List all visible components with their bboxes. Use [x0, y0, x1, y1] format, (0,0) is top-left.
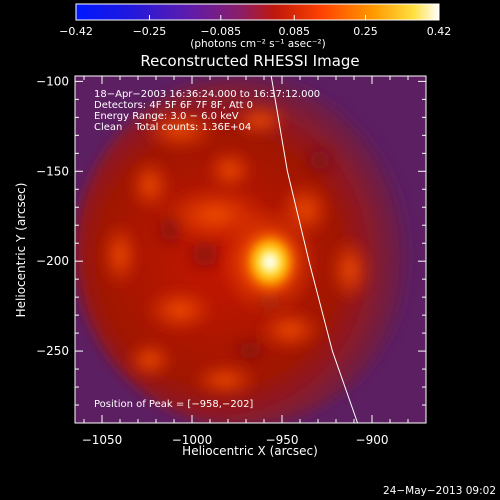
colorbar-ticks: −0.42 −0.25 −0.085 0.085 0.25 0.42 — [59, 15, 451, 38]
annotation-time-range: 18−Apr−2003 16:36:24.000 to 16:37:12.000 — [94, 89, 320, 100]
annotation-energy-range: Energy Range: 3.0 − 6.0 keV — [94, 111, 239, 122]
observation-annotations: 18−Apr−2003 16:36:24.000 to 16:37:12.000… — [94, 89, 320, 410]
y-tick-label: −150 — [36, 164, 69, 178]
annotation-detectors: Detectors: 4F 5F 6F 7F 8F, Att 0 — [94, 100, 253, 111]
timestamp: 24−May−2013 09:02 — [383, 485, 496, 497]
heatmap-image — [75, 76, 411, 423]
x-axis-label: Heliocentric X (arcsec) — [182, 444, 318, 458]
x-axis-ticks: −1050 −1000 −950 −900 — [82, 76, 427, 447]
y-tick-label: −200 — [36, 254, 69, 268]
x-tick-label: −900 — [356, 433, 389, 447]
colorbar-units-label: (photons cm⁻² s⁻¹ asec⁻²) — [190, 38, 325, 50]
emission-structure — [100, 102, 372, 398]
y-tick-label: −250 — [36, 344, 69, 358]
annotation-total-counts: Clean Total counts: 1.36E+04 — [94, 122, 251, 133]
peak-core — [240, 228, 300, 296]
peak-position-label: Position of Peak = [−958,−202] — [94, 399, 253, 410]
colorbar-tick-label: 0.085 — [278, 25, 310, 38]
colorbar-frame — [75, 3, 440, 21]
colorbar-tick-label: −0.085 — [200, 25, 241, 38]
solar-limb-line — [270, 76, 359, 423]
colorbar-tick-label: 0.42 — [427, 25, 452, 38]
colorbar-tick-label: −0.42 — [59, 25, 93, 38]
y-axis-label: Heliocentric Y (arcsec) — [14, 183, 28, 318]
y-axis-ticks: −250 −200 −150 −100 — [36, 74, 426, 406]
chart-title: Reconstructed RHESSI Image — [140, 52, 359, 70]
x-tick-label: −1050 — [82, 433, 123, 447]
colorbar — [76, 4, 439, 20]
x-tick-label: −1000 — [172, 433, 213, 447]
colorbar-tick-label: −0.25 — [133, 25, 167, 38]
plot-frame — [74, 75, 427, 424]
x-tick-label: −950 — [266, 433, 299, 447]
colorbar-tick-label: 0.25 — [353, 25, 378, 38]
y-tick-label: −100 — [36, 74, 69, 88]
